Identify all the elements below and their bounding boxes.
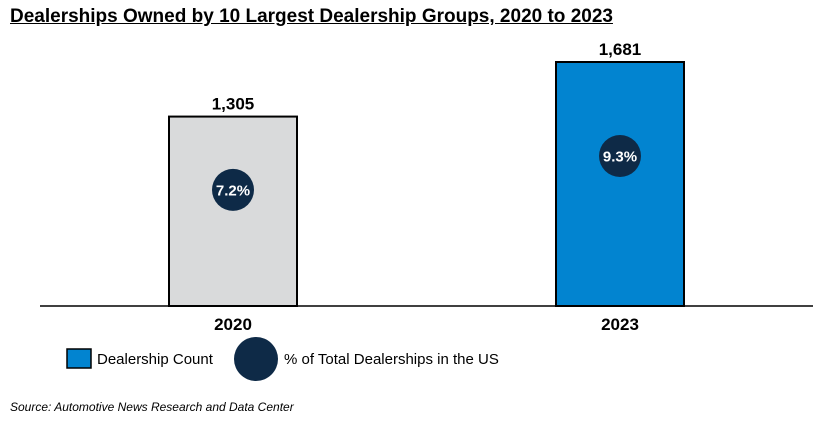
pct-label-2023: 9.3%	[603, 149, 637, 166]
category-label-2023: 2023	[601, 315, 639, 334]
pct-circle-2023	[599, 135, 641, 177]
bar-value-label-2020: 1,305	[212, 95, 255, 114]
source-note: Source: Automotive News Research and Dat…	[10, 400, 294, 414]
legend-swatch-pct-total	[234, 337, 278, 381]
bar-2023	[555, 61, 685, 307]
pct-label-2020: 7.2%	[216, 182, 250, 199]
legend-swatch-dealership-count	[66, 348, 92, 369]
pct-circle-2020	[212, 168, 254, 211]
chart-title: Dealerships Owned by 10 Largest Dealersh…	[10, 6, 613, 27]
category-label-2020: 2020	[214, 315, 252, 334]
bar-2020	[168, 115, 298, 307]
bar-value-label-2023: 1,681	[599, 40, 642, 59]
legend-label-dealership-count: Dealership Count	[97, 351, 214, 368]
legend-label-pct-total: % of Total Dealerships in the US	[284, 351, 499, 368]
